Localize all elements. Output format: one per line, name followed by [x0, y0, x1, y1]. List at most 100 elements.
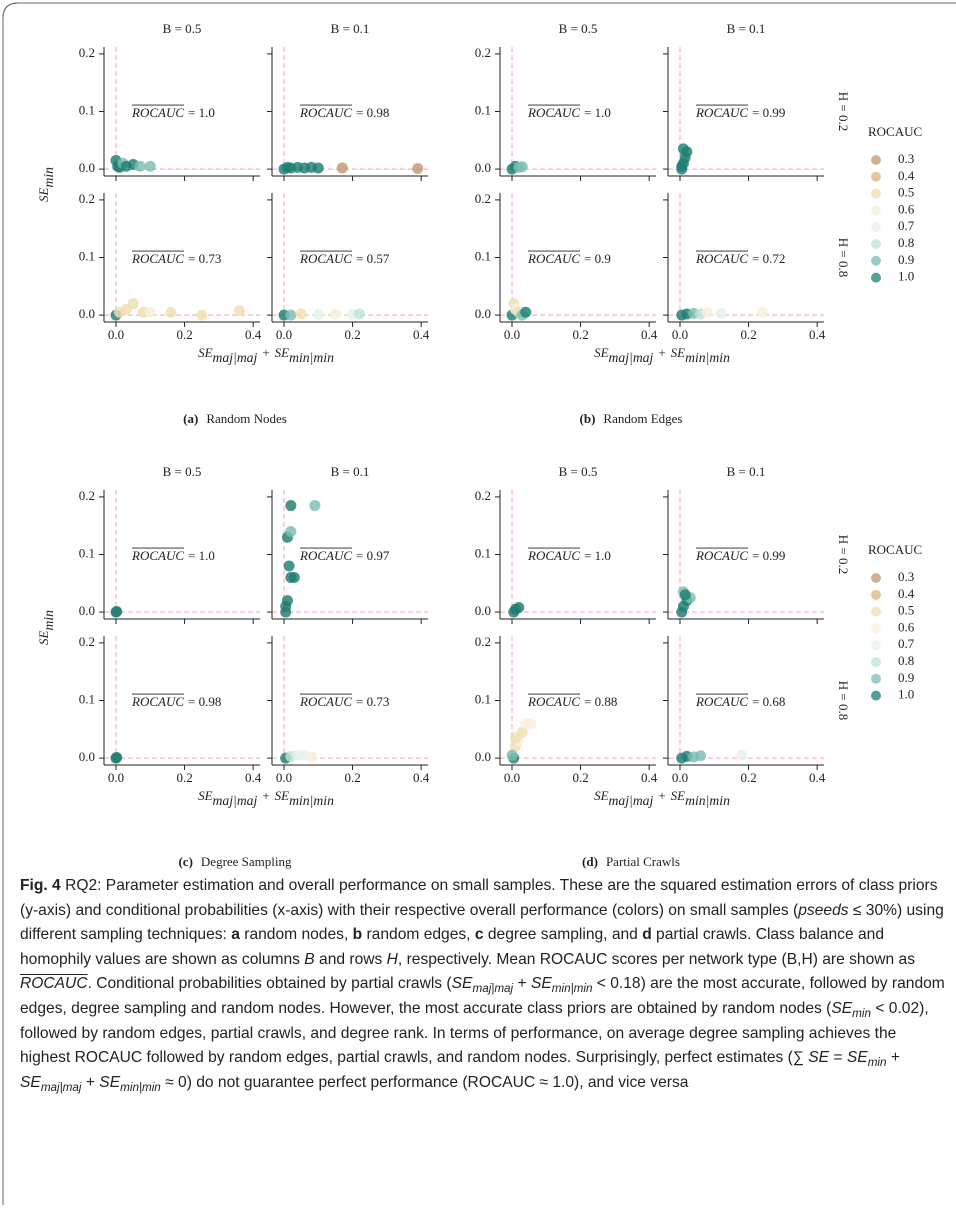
label-part: maj|maj	[609, 350, 654, 365]
x-tick-label: 0.2	[740, 770, 756, 785]
label-part: SE	[36, 187, 51, 202]
annotation-name: ROCAUC	[299, 548, 352, 563]
row-title: H = 0.8	[836, 238, 851, 277]
legend-label: 0.6	[898, 619, 915, 634]
subfigure-caption: (d) Partial Crawls	[582, 854, 680, 869]
caption-run: Fig. 4	[20, 877, 61, 894]
caption-run: ROCAUC	[20, 975, 88, 993]
point	[165, 306, 177, 318]
y-tick-label: 0.2	[79, 488, 95, 503]
point	[309, 500, 321, 512]
y-tick-label: 0.1	[79, 545, 95, 560]
x-tick-label: 0.0	[276, 327, 292, 342]
legend-swatch	[871, 171, 881, 182]
annotation: ROCAUC = 1.0	[131, 548, 215, 563]
caption-run: SE	[846, 1049, 868, 1067]
caption-run: pseeds	[798, 901, 849, 919]
y-tick-label: 0.2	[79, 45, 95, 60]
annotation-name: ROCAUC	[131, 548, 184, 563]
label-part: maj|maj	[609, 793, 654, 808]
caption-run: c	[474, 926, 484, 944]
annotation: ROCAUC = 1.0	[527, 105, 611, 120]
label-part: min	[41, 610, 56, 631]
annotation-value: = 0.99	[752, 548, 785, 563]
subfigure-label: (a)	[183, 411, 198, 426]
annotation: ROCAUC = 0.98	[299, 105, 389, 120]
x-tick-label: 0.2	[344, 770, 360, 785]
label-part: min|min	[289, 350, 334, 365]
y-tick-label: 0.1	[79, 248, 95, 263]
point	[283, 560, 295, 572]
annotation-name: ROCAUC	[299, 694, 352, 709]
legend-label: 0.7	[898, 636, 915, 651]
point	[285, 525, 297, 537]
label-part: SE	[198, 788, 213, 803]
legend-swatch	[871, 222, 881, 233]
point	[280, 600, 292, 612]
legend-label: 0.9	[898, 252, 914, 267]
point	[305, 751, 317, 763]
annotation: ROCAUC = 1.0	[527, 548, 611, 563]
subfigure-title: Partial Crawls	[606, 854, 680, 869]
annotation-value: = 0.9	[584, 251, 611, 266]
legend-label: 0.3	[898, 151, 914, 166]
point	[513, 601, 525, 613]
subfigure-label: (d)	[582, 854, 598, 869]
label-part: SE	[594, 345, 609, 360]
y-tick-label: 0.1	[475, 691, 491, 706]
x-tick-label: 0.0	[672, 770, 688, 785]
legend-label: 0.5	[898, 185, 914, 200]
caption-run: maj|maj	[40, 1080, 82, 1094]
annotation-value: = 0.97	[356, 548, 390, 563]
math-label: SEmin	[36, 610, 56, 645]
label-part: SE	[594, 788, 609, 803]
y-tick-label: 0.2	[475, 45, 491, 60]
subfigure-caption: (c) Degree Sampling	[178, 854, 292, 869]
column-title: B = 0.1	[727, 464, 766, 479]
point	[233, 304, 245, 316]
point	[506, 749, 518, 761]
annotation-value: = 0.72	[752, 251, 785, 266]
subfigure-title: Degree Sampling	[201, 854, 292, 869]
point	[676, 160, 688, 172]
caption-run: SE	[808, 1049, 830, 1067]
x-tick-label: 0.4	[809, 770, 826, 785]
label-part: SE	[275, 345, 290, 360]
annotation-value: = 1.0	[188, 105, 215, 120]
point	[520, 306, 532, 318]
column-title: B = 0.5	[559, 464, 598, 479]
legend-label: 1.0	[898, 269, 914, 284]
annotation: ROCAUC = 0.9	[527, 251, 611, 266]
y-tick-label: 0.2	[475, 191, 491, 206]
caption-run: min|min	[120, 1080, 161, 1094]
legend-label: 0.7	[898, 218, 915, 233]
row-title: H = 0.8	[836, 681, 851, 720]
annotation-value: = 1.0	[584, 548, 611, 563]
caption-run: b	[352, 926, 363, 944]
x-tick-label: 0.0	[504, 327, 520, 342]
annotation-name: ROCAUC	[527, 694, 580, 709]
annotation-value: = 0.98	[188, 694, 221, 709]
caption-run: B	[304, 950, 315, 968]
point	[525, 718, 537, 730]
legend-label: 0.3	[898, 569, 914, 584]
caption-run: +	[81, 1073, 100, 1091]
legend-label: 0.6	[898, 201, 915, 216]
x-tick-label: 0.0	[672, 327, 688, 342]
legend-swatch	[871, 589, 881, 600]
annotation-name: ROCAUC	[695, 251, 748, 266]
caption-run: SE	[831, 999, 853, 1017]
legend-title: ROCAUC	[868, 124, 922, 139]
subfigure-label: (b)	[580, 411, 596, 426]
caption-run: =	[829, 1049, 847, 1067]
point	[679, 589, 691, 601]
caption-run: . Conditional probabilities obtained by …	[87, 975, 452, 993]
x-tick-label: 0.4	[641, 327, 658, 342]
y-tick-label: 0.0	[475, 749, 491, 764]
caption-run: SE	[99, 1073, 121, 1091]
annotation-name: ROCAUC	[299, 251, 352, 266]
legend-swatch	[871, 640, 881, 651]
y-tick-label: 0.2	[475, 488, 491, 503]
